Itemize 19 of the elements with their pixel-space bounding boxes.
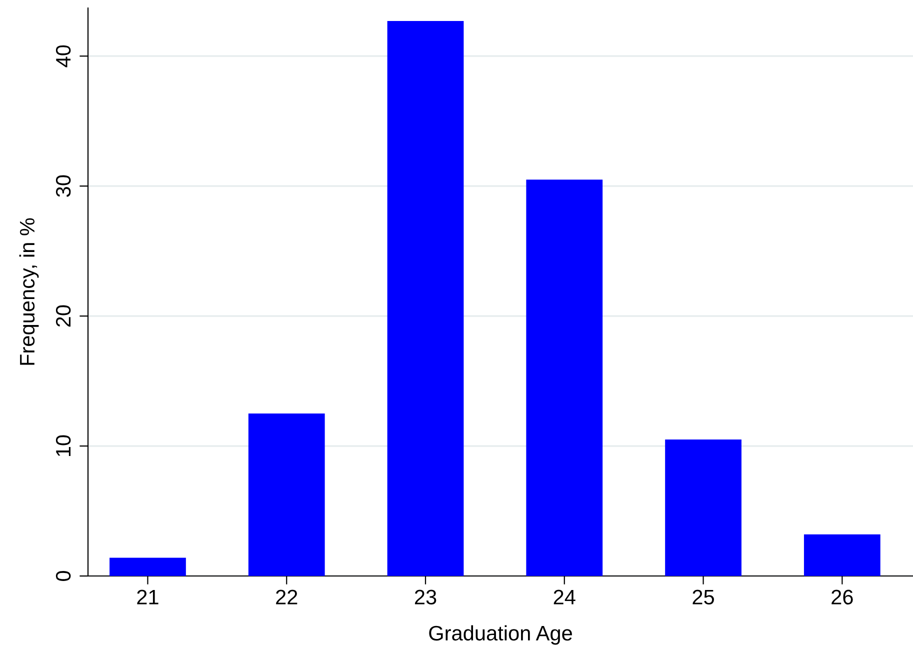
x-tick-label: 25	[692, 590, 714, 604]
y-axis-title: Frequency, in %	[19, 218, 39, 365]
y-tick-label: 40	[56, 45, 71, 68]
bar	[387, 21, 464, 576]
x-tick-label: 26	[832, 590, 853, 604]
y-tick-label: 10	[56, 435, 71, 456]
x-tick-label: 23	[414, 590, 436, 604]
bar	[248, 414, 325, 576]
y-tick-label: 0	[56, 571, 71, 581]
x-tick-label: 22	[276, 590, 298, 604]
x-tick-label: 21	[137, 590, 158, 604]
bar	[804, 534, 880, 576]
x-tick-label: 24	[554, 590, 576, 604]
x-axis-title: Graduation Age	[429, 625, 572, 645]
y-tick-label: 30	[56, 175, 71, 197]
bar	[665, 440, 742, 576]
bar	[110, 558, 186, 576]
bar	[526, 180, 603, 576]
y-tick-label: 20	[56, 305, 71, 327]
